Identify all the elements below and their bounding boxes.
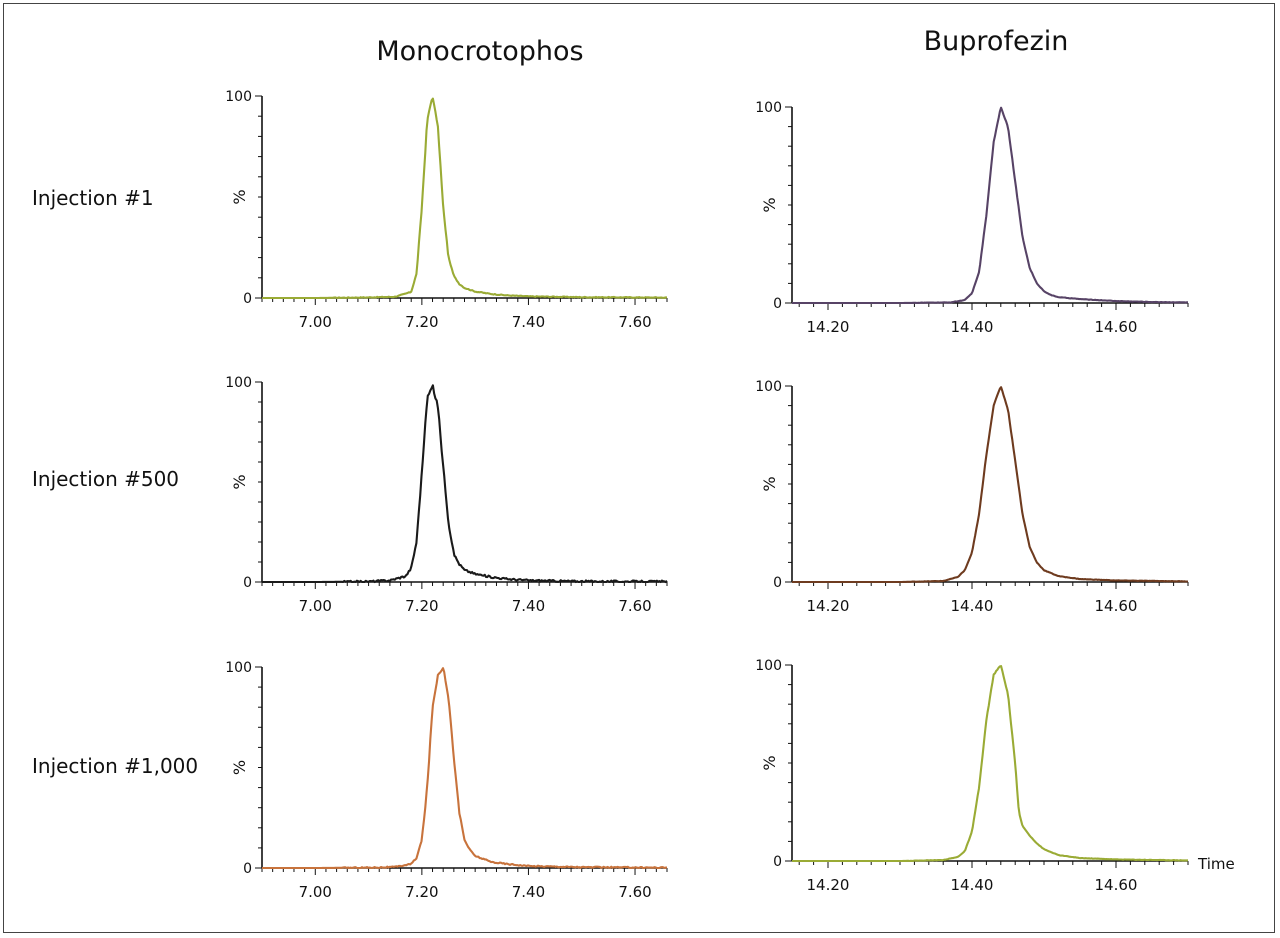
y-tick-label: 100 [225, 660, 252, 676]
x-tick-label: 14.40 [951, 318, 994, 336]
x-tick-label: 7.00 [299, 313, 332, 331]
row-label-injection-500: Injection #500 [32, 467, 180, 491]
chromatogram-panel: 0 100% 7.00 7.20 7.40 7.60 [225, 89, 668, 331]
y-tick-label: 0 [243, 291, 252, 307]
y-tick-label: 0 [773, 575, 782, 591]
y-tick-label: 100 [225, 89, 252, 105]
x-tick-label: 7.40 [512, 313, 545, 331]
column-title-buprofezin: Buprofezin [923, 26, 1069, 57]
x-tick-label: 7.00 [299, 597, 332, 615]
y-axis-label: % [230, 474, 249, 489]
x-tick-label: 7.20 [405, 883, 438, 901]
chromatogram-trace [262, 384, 668, 584]
x-tick-label: 14.20 [807, 597, 850, 615]
x-tick-label: 7.20 [405, 597, 438, 615]
y-tick-label: 0 [773, 854, 782, 870]
y-tick-label: 0 [243, 575, 252, 591]
x-tick-label: 7.60 [618, 883, 651, 901]
y-axis-label: % [230, 760, 249, 775]
y-axis-label: % [760, 197, 779, 212]
x-tick-label: 14.60 [1095, 318, 1138, 336]
x-tick-label: 7.40 [512, 597, 545, 615]
chromatogram-panel: 0 100% 14.20 14.40 14.60 [755, 658, 1189, 894]
chromatogram-trace [792, 106, 1188, 305]
chromatogram-panel: 0 100% 7.00 7.20 7.40 7.60 [225, 375, 668, 615]
y-tick-label: 100 [755, 100, 782, 116]
row-label-injection-1000: Injection #1,000 [32, 754, 199, 778]
x-tick-label: 14.40 [951, 876, 994, 894]
x-tick-label: 14.60 [1095, 597, 1138, 615]
y-axis-label: % [760, 755, 779, 770]
x-tick-label: 7.20 [405, 313, 438, 331]
chromatogram-trace [262, 667, 667, 870]
chromatogram-panel: 0 100% 7.00 7.20 7.40 7.60 [225, 660, 668, 901]
chromatogram-trace [792, 386, 1188, 584]
chromatogram-panel: 0 100% 14.20 14.40 14.60 [755, 379, 1189, 615]
column-title-monocrotophos: Monocrotophos [376, 36, 584, 67]
y-axis-label: % [760, 476, 779, 491]
x-tick-label: 7.60 [618, 597, 651, 615]
y-tick-label: 0 [243, 861, 252, 877]
chromatogram-trace [792, 665, 1189, 863]
time-axis-label: Time [1197, 855, 1235, 873]
figure-frame [3, 3, 1275, 933]
y-tick-label: 100 [755, 379, 782, 395]
x-tick-label: 14.20 [807, 876, 850, 894]
y-tick-label: 100 [755, 658, 782, 674]
x-tick-label: 14.20 [807, 318, 850, 336]
chromatogram-panel: 0 100% 14.20 14.40 14.60 [755, 100, 1189, 336]
x-tick-label: 14.60 [1095, 876, 1138, 894]
x-tick-label: 14.40 [951, 597, 994, 615]
x-tick-label: 7.40 [512, 883, 545, 901]
y-tick-label: 0 [773, 296, 782, 312]
x-tick-label: 7.00 [299, 883, 332, 901]
y-tick-label: 100 [225, 375, 252, 391]
row-label-injection-1: Injection #1 [32, 186, 154, 210]
chromatogram-trace [262, 97, 667, 300]
y-axis-label: % [230, 189, 249, 204]
x-tick-label: 7.60 [618, 313, 651, 331]
